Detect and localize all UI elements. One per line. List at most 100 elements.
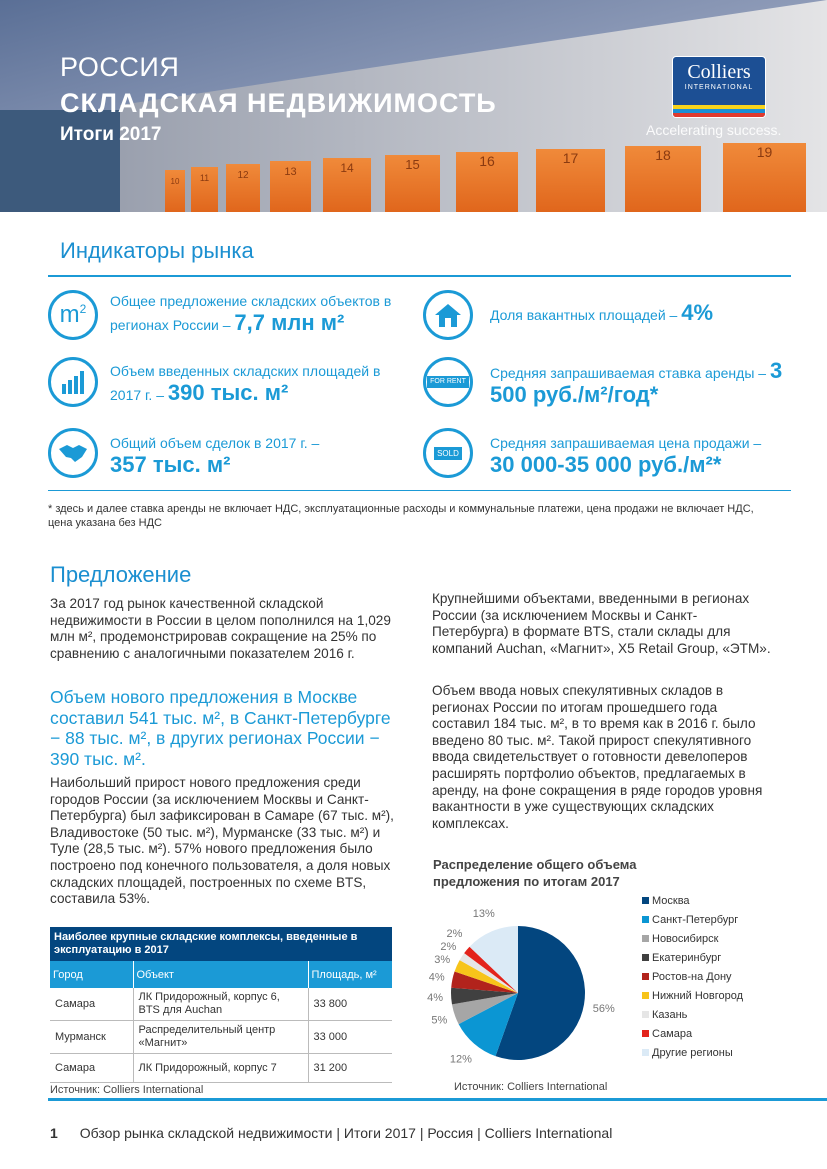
cell-object: Распределительный центр «Магнит»: [133, 1020, 309, 1054]
indicator-rent: Средняя запрашиваемая ставка аренды – 3 …: [490, 360, 820, 408]
legend-item: Ростов-на Дону: [642, 967, 743, 986]
pie-data-label: 12%: [450, 1054, 472, 1066]
cell-city: Самара: [50, 988, 134, 1021]
indicator-value: 30 000-35 000 руб./м²*: [490, 452, 722, 477]
warehouse-door: [165, 170, 185, 212]
door-number: 19: [757, 144, 773, 160]
icon-label: FOR RENT: [427, 376, 469, 388]
legend-swatch: [642, 1049, 649, 1056]
handshake-icon: [48, 428, 98, 478]
indicator-value: 7,7 млн м²: [234, 310, 345, 335]
indicator-supply: Общее предложение складских объектов в р…: [110, 290, 410, 336]
legend-item: Нижний Новгород: [642, 986, 743, 1005]
warehouse-door: [270, 161, 311, 212]
pie-data-label: 4%: [427, 992, 443, 1004]
m2-icon: m2: [48, 290, 98, 340]
door-number: 18: [655, 147, 671, 163]
header-subtitle: Итоги 2017: [60, 124, 162, 145]
pie-slice-Санкт-Петербург: [458, 993, 518, 1057]
warehouse-door: [191, 167, 218, 212]
legend-swatch: [642, 1011, 649, 1018]
table-header-row: Город Объект Площадь, м²: [50, 961, 392, 988]
cell-area: 33 800: [308, 988, 392, 1021]
pie-slice-Казань: [459, 953, 518, 993]
bar-chart-icon: [48, 357, 98, 407]
pie-slice-Нижний Новгород: [454, 960, 518, 993]
column-header: Площадь, м²: [308, 961, 392, 988]
warehouse-door: [625, 146, 701, 212]
legend-label: Ростов-на Дону: [652, 970, 732, 983]
legend-item: Екатеринбург: [642, 948, 743, 967]
supply-paragraph: За 2017 год рынок качественной складской…: [50, 596, 391, 661]
legend-label: Нижний Новгород: [652, 989, 744, 1002]
door-number: 11: [200, 173, 209, 183]
pie-slice-Другие регионы: [469, 926, 518, 993]
door-number: 10: [171, 177, 180, 186]
page-number: 1: [50, 1125, 58, 1141]
warehouse-door: [456, 152, 518, 212]
warehouse-door: [226, 164, 260, 212]
pie-data-label: 13%: [473, 908, 495, 920]
indicator-value: 390 тыс. м²: [167, 380, 289, 405]
pie-data-label: 3%: [434, 954, 450, 966]
supply-highlight: Объем нового предложения в Москве состав…: [50, 687, 391, 769]
legend-label: Санкт-Петербург: [652, 913, 739, 926]
legend-label: Москва: [652, 894, 690, 907]
door-number: 16: [479, 153, 495, 169]
logo-name: Colliers: [687, 61, 751, 83]
warehouse-door: [723, 143, 806, 212]
table-row: Самара ЛК Придорожный, корпус 6, BTS для …: [50, 988, 392, 1021]
sold-sign-icon: SOLD: [423, 428, 473, 478]
legend-item: Санкт-Петербург: [642, 910, 743, 929]
colliers-logo: Colliers INTERNATIONAL: [672, 56, 766, 118]
legend-item: Другие регионы: [642, 1043, 743, 1062]
warehouse-door: [536, 149, 605, 212]
table-row: Самара ЛК Придорожный, корпус 7 31 200: [50, 1053, 392, 1083]
legend-item: Самара: [642, 1024, 743, 1043]
pie-data-label: 5%: [431, 1015, 447, 1027]
door-number: 14: [340, 161, 354, 175]
indicator-label: Средняя запрашиваемая цена продажи –: [490, 435, 762, 451]
legend-label: Казань: [652, 1008, 688, 1021]
chart-title: Распределение общего объема предложения …: [433, 857, 637, 889]
door-number: 17: [563, 150, 579, 166]
indicator-deals: Общий объем сделок в 2017 г. –357 тыс. м…: [110, 432, 410, 478]
pie-slice-Самара: [464, 946, 518, 993]
footer: 1 Обзор рынка складской недвижимости | Ит…: [50, 1125, 612, 1141]
divider: [48, 275, 791, 277]
warehouse-door: [323, 158, 371, 212]
indicator-sale-price: Средняя запрашиваемая цена продажи –30 0…: [490, 432, 820, 478]
legend-swatch: [642, 954, 649, 961]
chart-source: Источник: Colliers International: [454, 1081, 608, 1093]
pie-slice-Москва: [495, 926, 585, 1060]
indicator-label: Средняя запрашиваемая ставка аренды –: [490, 365, 767, 381]
indicator-value: 4%: [681, 300, 714, 325]
cell-city: Самара: [50, 1053, 134, 1083]
cell-object: ЛК Придорожный, корпус 7: [133, 1053, 309, 1083]
legend-label: Новосибирск: [652, 932, 719, 945]
indicator-value: 357 тыс. м²: [110, 452, 231, 477]
legend-swatch: [642, 935, 649, 942]
footnote: * здесь и далее ставка аренды не включае…: [48, 503, 754, 529]
cell-area: 33 000: [308, 1020, 392, 1054]
footer-divider: [48, 1098, 827, 1101]
legend-swatch: [642, 897, 649, 904]
column-header: Город: [50, 961, 134, 988]
legend-label: Екатеринбург: [652, 951, 722, 964]
indicator-label: Общий объем сделок в 2017 г. –: [110, 435, 320, 451]
supply-title: Предложение: [50, 562, 192, 587]
indicator-completions: Объем введенных складских площадей в 201…: [110, 360, 410, 406]
door-number: 13: [284, 166, 296, 178]
cell-object: ЛК Придорожный, корпус 6, BTS для Auchan: [133, 988, 309, 1021]
legend-swatch: [642, 1030, 649, 1037]
legend-swatch: [642, 916, 649, 923]
pie-data-label: 2%: [447, 928, 463, 940]
legend-item: Новосибирск: [642, 929, 743, 948]
pie-data-label: 4%: [429, 971, 445, 983]
divider: [48, 490, 791, 491]
footer-text: Обзор рынка складской недвижимости | Ито…: [79, 1125, 613, 1141]
pie-slice-Новосибирск: [451, 993, 518, 1025]
pie-slice-Екатеринбург: [451, 987, 518, 1005]
column-header: Объект: [133, 961, 309, 988]
pie-chart: 56%12%5%4%4%3%2%2%13%: [427, 908, 615, 1066]
